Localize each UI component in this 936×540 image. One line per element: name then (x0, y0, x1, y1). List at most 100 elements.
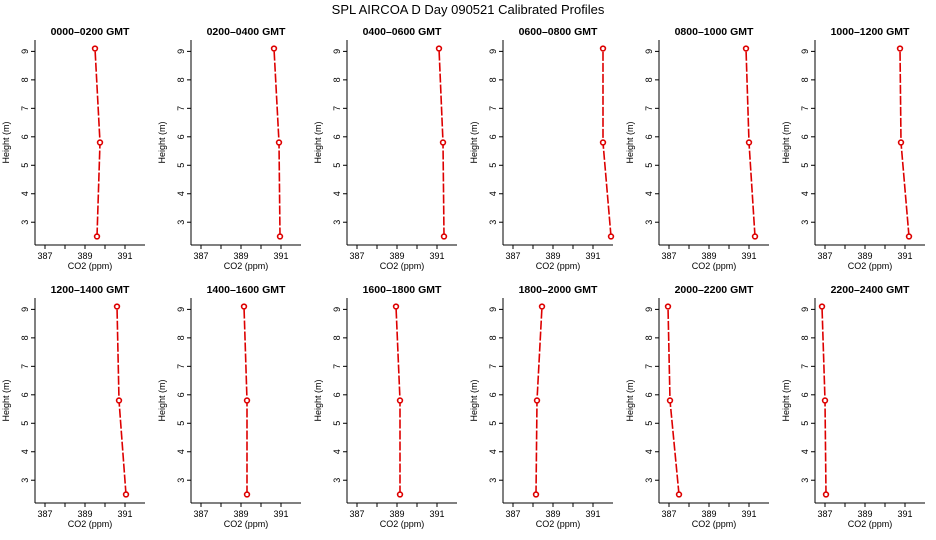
y-axis-label: Height (m) (781, 121, 791, 163)
y-axis-label: Height (m) (157, 379, 167, 421)
y-tick-label: 4 (488, 191, 498, 196)
y-axis-label: Height (m) (1, 379, 11, 421)
x-tick-label: 387 (37, 251, 52, 261)
y-tick-label: 3 (800, 220, 810, 225)
panel-title: 0400–0600 GMT (363, 26, 442, 38)
y-tick-label: 4 (20, 449, 30, 454)
x-tick-label: 387 (661, 509, 676, 519)
x-tick-label: 391 (117, 251, 132, 261)
x-tick-label: 391 (429, 509, 444, 519)
panel-title: 1000–1200 GMT (831, 26, 910, 38)
data-point (440, 233, 448, 240)
panel-title: 2000–2200 GMT (675, 284, 754, 296)
y-tick-label: 8 (644, 335, 654, 340)
y-tick-label: 8 (176, 335, 186, 340)
y-tick-label: 3 (488, 478, 498, 483)
x-axis-label: CO2 (ppm) (224, 261, 269, 271)
y-tick-label: 6 (332, 392, 342, 397)
y-tick-label: 5 (332, 421, 342, 426)
y-tick-label: 8 (332, 335, 342, 340)
y-axis-label: Height (m) (313, 121, 323, 163)
data-point (396, 397, 404, 404)
x-tick-label: 391 (897, 251, 912, 261)
y-tick-label: 8 (176, 77, 186, 82)
y-tick-label: 9 (20, 49, 30, 54)
data-point (742, 45, 750, 52)
y-tick-label: 4 (176, 449, 186, 454)
y-axis-label: Height (m) (781, 379, 791, 421)
data-point (533, 397, 541, 404)
y-tick-label: 3 (644, 478, 654, 483)
x-axis-label: CO2 (ppm) (692, 261, 737, 271)
x-tick-label: 389 (77, 509, 92, 519)
y-tick-label: 9 (488, 307, 498, 312)
y-tick-label: 5 (488, 163, 498, 168)
x-axis-label: CO2 (ppm) (380, 261, 425, 271)
data-point (93, 233, 101, 240)
y-axis-label: Height (m) (313, 379, 323, 421)
y-tick-label: 4 (20, 191, 30, 196)
y-axis-label: Height (m) (625, 121, 635, 163)
profile-panel: 1200–1400 GMT 3 4 5 6 7 8 9 387 389 391 CO2 (ppm) He… (1, 284, 145, 529)
y-axis-label: Height (m) (157, 121, 167, 163)
y-tick-label: 4 (644, 449, 654, 454)
y-tick-label: 5 (644, 163, 654, 168)
x-tick-label: 389 (857, 251, 872, 261)
y-tick-label: 9 (176, 307, 186, 312)
data-point (243, 491, 251, 498)
y-tick-label: 6 (644, 134, 654, 139)
x-tick-label: 389 (233, 509, 248, 519)
page-title: SPL AIRCOA D Day 090521 Calibrated Profi… (331, 2, 605, 17)
y-tick-label: 7 (488, 364, 498, 369)
profile-panel: 2200–2400 GMT 3 4 5 6 7 8 9 387 389 391 CO2 (ppm) He… (781, 284, 925, 529)
y-tick-label: 3 (176, 220, 186, 225)
x-tick-label: 387 (193, 509, 208, 519)
y-tick-label: 7 (488, 106, 498, 111)
data-point (96, 139, 104, 146)
y-tick-label: 4 (332, 449, 342, 454)
x-tick-label: 391 (273, 509, 288, 519)
y-tick-label: 6 (332, 134, 342, 139)
x-tick-label: 389 (701, 251, 716, 261)
y-tick-label: 7 (800, 106, 810, 111)
data-point (122, 491, 130, 498)
panel-title: 0600–0800 GMT (519, 26, 598, 38)
y-tick-label: 5 (488, 421, 498, 426)
x-axis-label: CO2 (ppm) (224, 519, 269, 529)
data-point (664, 303, 672, 310)
y-tick-label: 8 (644, 77, 654, 82)
profile-panel: 0200–0400 GMT 3 4 5 6 7 8 9 387 389 391 CO2 (ppm) He… (157, 26, 301, 271)
x-axis-label: CO2 (ppm) (68, 261, 113, 271)
x-tick-label: 389 (389, 251, 404, 261)
x-tick-label: 387 (193, 251, 208, 261)
y-tick-label: 6 (20, 392, 30, 397)
y-tick-label: 4 (800, 191, 810, 196)
x-axis-label: CO2 (ppm) (536, 261, 581, 271)
y-tick-label: 7 (20, 364, 30, 369)
data-point (276, 233, 284, 240)
data-point (439, 139, 447, 146)
y-tick-label: 7 (332, 106, 342, 111)
y-tick-label: 9 (332, 307, 342, 312)
data-point (905, 233, 913, 240)
profile-panel: 1600–1800 GMT 3 4 5 6 7 8 9 387 389 391 CO2 (ppm) He… (313, 284, 457, 529)
panel-title: 1200–1400 GMT (51, 284, 130, 296)
y-tick-label: 4 (332, 191, 342, 196)
x-tick-label: 387 (505, 509, 520, 519)
profile-panel: 0800–1000 GMT 3 4 5 6 7 8 9 387 389 391 CO2 (ppm) He… (625, 26, 769, 271)
y-tick-label: 6 (488, 392, 498, 397)
y-tick-label: 5 (176, 163, 186, 168)
data-point (821, 397, 829, 404)
x-tick-label: 389 (233, 251, 248, 261)
y-tick-label: 8 (488, 335, 498, 340)
data-point (396, 491, 404, 498)
y-tick-label: 7 (644, 364, 654, 369)
x-tick-label: 387 (349, 251, 364, 261)
data-point (666, 397, 674, 404)
x-tick-label: 389 (701, 509, 716, 519)
x-tick-label: 389 (389, 509, 404, 519)
x-tick-label: 389 (545, 251, 560, 261)
x-tick-label: 387 (817, 509, 832, 519)
data-point (822, 491, 830, 498)
x-tick-label: 389 (77, 251, 92, 261)
